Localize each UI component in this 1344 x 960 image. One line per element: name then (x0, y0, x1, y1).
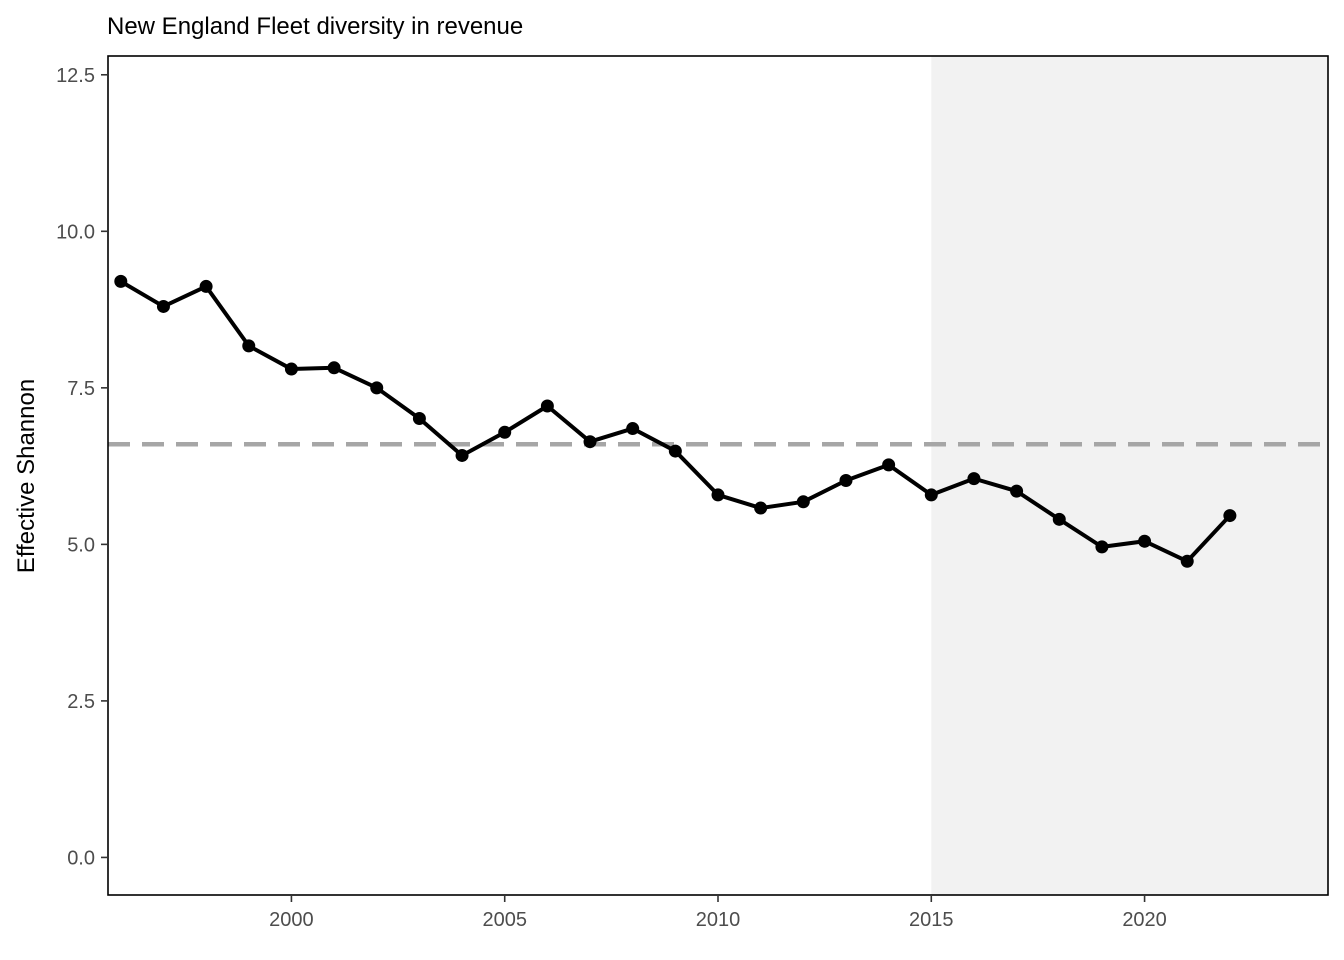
data-point (1223, 509, 1237, 523)
data-point (498, 425, 512, 439)
data-point (882, 458, 896, 472)
data-point (412, 412, 426, 426)
data-point (583, 435, 597, 449)
data-point (370, 381, 384, 395)
data-point (156, 299, 170, 313)
data-point (668, 444, 682, 458)
data-point (839, 474, 853, 488)
x-axis: 2000 2005 2010 2015 2020 (269, 895, 1167, 931)
data-point (754, 501, 768, 515)
data-point (1052, 512, 1066, 526)
data-point (967, 472, 981, 486)
y-tick-label: 7.5 (67, 378, 95, 400)
y-tick-label: 5.0 (67, 534, 95, 556)
data-point (540, 399, 554, 413)
data-point (1010, 484, 1024, 498)
x-tick-label: 2000 (269, 909, 314, 931)
data-point (284, 362, 298, 376)
data-point (114, 274, 128, 288)
data-point (626, 422, 640, 436)
data-point (327, 361, 341, 375)
plot-area (107, 55, 1329, 896)
data-point (199, 279, 213, 293)
data-point (455, 448, 469, 462)
data-point (1138, 534, 1152, 548)
x-tick-label: 2020 (1122, 909, 1167, 931)
y-axis-title: Effective Shannon (13, 379, 40, 573)
x-tick-label: 2005 (482, 909, 527, 931)
x-tick-label: 2010 (696, 909, 741, 931)
chart-title: New England Fleet diversity in revenue (107, 13, 523, 40)
y-tick-label: 10.0 (56, 221, 95, 243)
shaded-region (931, 56, 1328, 895)
y-axis: 0.0 2.5 5.0 7.5 10.0 12.5 (56, 65, 108, 869)
data-point (1095, 540, 1109, 554)
data-point (796, 495, 810, 509)
y-tick-label: 12.5 (56, 65, 95, 87)
y-tick-label: 2.5 (67, 691, 95, 713)
data-point (711, 488, 725, 502)
data-point (1180, 554, 1194, 568)
y-tick-label: 0.0 (67, 847, 95, 869)
data-point (924, 488, 938, 502)
x-tick-label: 2015 (909, 909, 954, 931)
data-point (242, 339, 256, 353)
